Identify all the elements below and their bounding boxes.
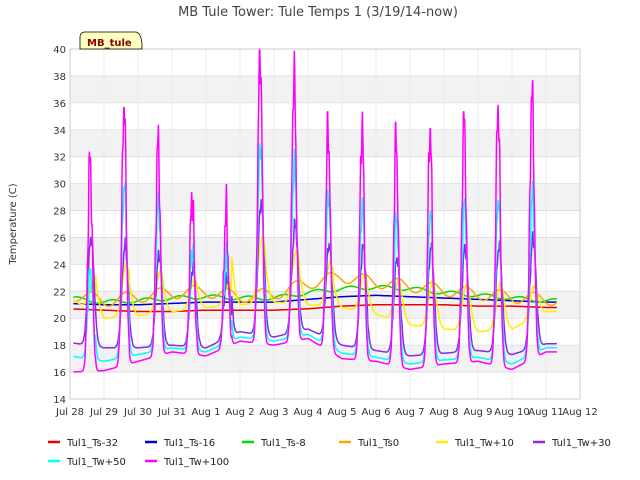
x-tick-label: Aug 7 xyxy=(395,407,424,418)
y-tick-label: 22 xyxy=(53,287,66,298)
y-tick-label: 30 xyxy=(53,180,66,191)
plot-band xyxy=(70,49,580,76)
y-tick-label: 20 xyxy=(53,314,66,325)
station-badge: MB_tule xyxy=(79,31,143,50)
y-axis-ticks: 14 16 18 20 22 24 26 28 30 32 34 36 38 40 xyxy=(53,45,66,406)
chart-title: MB Tule Tower: Tule Temps 1 (3/19/14-now… xyxy=(178,5,458,20)
y-tick-label: 34 xyxy=(53,126,66,137)
y-tick-label: 38 xyxy=(53,72,66,83)
x-tick-label: Jul 30 xyxy=(123,407,152,418)
y-tick-label: 16 xyxy=(53,368,66,379)
x-tick-label: Jul 31 xyxy=(157,407,186,418)
legend-label: Tul1_Ts-16 xyxy=(163,438,215,449)
x-tick-label: Aug 3 xyxy=(259,407,288,418)
x-tick-label: Aug 9 xyxy=(463,407,492,418)
x-tick-label: Aug 2 xyxy=(225,407,254,418)
plot-frame xyxy=(69,48,581,400)
badge-label: MB_tule xyxy=(87,38,132,49)
y-tick-label: 26 xyxy=(53,233,66,244)
plot-band xyxy=(70,156,580,184)
plot-band xyxy=(70,345,580,373)
y-tick-label: 24 xyxy=(53,260,66,271)
plot-band xyxy=(70,102,580,130)
x-tick-label: Aug 6 xyxy=(361,407,390,418)
plot-band xyxy=(70,75,580,103)
legend-label: Tul1_Ts-32 xyxy=(66,438,118,449)
legend-label: Tul1_Tw+50 xyxy=(66,457,126,468)
legend-label: Tul1_Tw+30 xyxy=(551,438,611,449)
y-tick-label: 32 xyxy=(53,153,66,164)
legend-label: Tul1_Ts-8 xyxy=(260,438,306,449)
y-tick-label: 18 xyxy=(53,341,66,352)
legend-label: Tul1_Tw+10 xyxy=(454,438,514,449)
x-tick-label: Aug 11 xyxy=(528,407,563,418)
badge-tab xyxy=(79,31,143,50)
y-tick-label: 36 xyxy=(53,99,66,110)
x-tick-label: Jul 28 xyxy=(55,407,84,418)
x-axis-ticks: Jul 28 Jul 29 Jul 30 Jul 31 Aug 1 Aug 2 Aug 3 A… xyxy=(55,407,598,418)
x-tick-label: Aug 12 xyxy=(562,407,597,418)
legend: Tul1_Ts-32 Tul1_Ts-16 Tul1_Ts-8 Tul1_Ts0 Tul… xyxy=(48,438,611,468)
x-tick-label: Aug 5 xyxy=(327,407,356,418)
series-layer xyxy=(72,48,558,373)
series-line-tul1-tw-100 xyxy=(73,48,558,373)
x-tick-label: Aug 1 xyxy=(191,407,220,418)
plot-band xyxy=(70,183,580,211)
y-tick-label: 28 xyxy=(53,207,66,218)
y-tick-label: 40 xyxy=(53,45,66,56)
plot-band xyxy=(70,372,580,399)
plot-band xyxy=(70,129,580,157)
x-tick-label: Aug 10 xyxy=(494,407,529,418)
y-axis-label: Temperature (C) xyxy=(8,183,19,265)
x-tick-label: Jul 29 xyxy=(89,407,118,418)
legend-label: Tul1_Tw+100 xyxy=(163,457,229,468)
x-tick-label: Aug 8 xyxy=(429,407,458,418)
legend-label: Tul1_Ts0 xyxy=(357,438,399,449)
x-tick-label: Aug 4 xyxy=(293,407,322,418)
y-tick-label: 14 xyxy=(53,395,66,406)
plot-band xyxy=(70,318,580,346)
